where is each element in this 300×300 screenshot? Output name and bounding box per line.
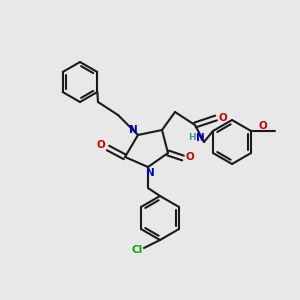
Text: N: N [196,133,204,143]
Text: O: O [259,121,267,131]
Text: O: O [97,140,105,150]
Text: H: H [188,134,196,142]
Text: O: O [186,152,194,162]
Text: Cl: Cl [131,245,142,255]
Text: N: N [129,125,137,135]
Text: O: O [219,113,227,123]
Text: N: N [146,168,154,178]
